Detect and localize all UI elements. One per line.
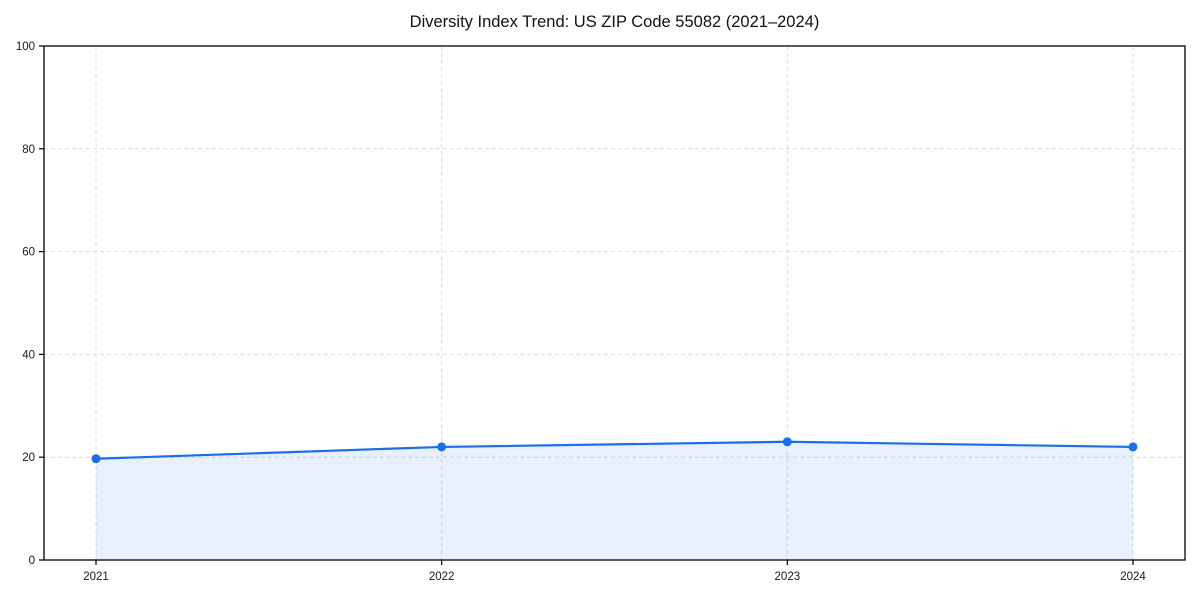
y-tick-label: 20 — [22, 452, 35, 464]
y-tick-label: 0 — [29, 555, 35, 567]
data-point-2024 — [1128, 442, 1138, 452]
y-tick-label: 60 — [22, 247, 35, 259]
data-point-2022 — [437, 442, 447, 452]
x-tick-label: 2023 — [775, 571, 801, 583]
plot-border — [43, 45, 1186, 561]
chart-title: Diversity Index Trend: US ZIP Code 55082… — [409, 13, 820, 31]
y-tick-label: 80 — [22, 144, 35, 156]
x-tick-label: 2024 — [1120, 571, 1146, 583]
trend-line — [94, 440, 1135, 460]
x-tick-label: 2022 — [429, 571, 455, 583]
y-tick-label: 40 — [22, 349, 35, 361]
data-point-2021 — [91, 454, 101, 464]
x-tick-label: 2021 — [83, 571, 109, 583]
area-fill — [96, 441, 1133, 560]
y-tick-label: 100 — [16, 41, 35, 53]
data-point-2023 — [782, 437, 792, 447]
